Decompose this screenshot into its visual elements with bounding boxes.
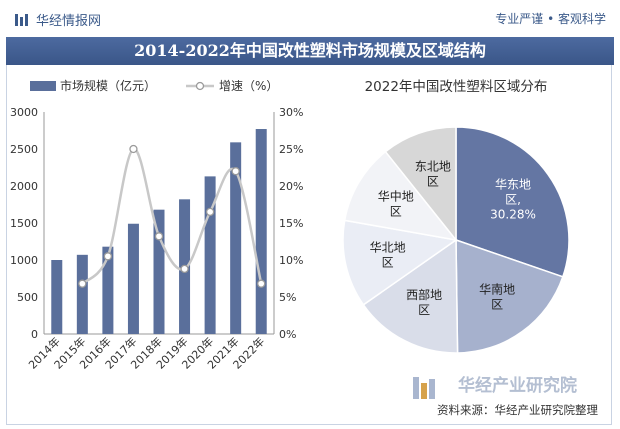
bar	[204, 176, 216, 334]
pie-slice-label: 30.28%	[490, 207, 536, 221]
chart-frame	[6, 65, 612, 425]
brand-name: 华经情报网	[36, 14, 102, 29]
pie-slice-label: 西部地	[406, 287, 442, 302]
y2-tick-label: 0%	[279, 328, 296, 341]
pie-slice	[455, 238, 564, 354]
bar	[76, 254, 88, 334]
y-tick-label: 2500	[10, 143, 38, 156]
y2-tick-label: 30%	[279, 106, 303, 119]
bar	[51, 260, 63, 334]
pie-slice-label: 华南地	[479, 281, 515, 296]
growth-point	[129, 144, 138, 154]
y-tick-label: 3000	[10, 106, 38, 119]
top-bar: 华经情报网 专业严谨 • 客观科学	[0, 0, 620, 36]
pie-slice-label: 区,	[505, 192, 521, 206]
page-title: 2014-2022年中国改性塑料市场规模及区域结构	[134, 41, 486, 60]
pie-slice-label: 区	[418, 303, 430, 317]
growth-point	[103, 252, 113, 261]
growth-point	[78, 279, 87, 288]
pie-chart: 2022年中国改性塑料区域分布华东地区,30.28%华南地区西部地区华北地区华中…	[342, 79, 570, 354]
bar	[102, 246, 114, 334]
pie-slice-label: 华北地	[370, 241, 406, 255]
y2-tick-label: 25%	[279, 143, 303, 156]
pie-slice	[384, 126, 457, 243]
y-tick-label: 0	[31, 328, 38, 341]
y2-tick-label: 10%	[279, 254, 303, 267]
y-tick-label: 500	[17, 291, 38, 304]
brand-logo-icon	[15, 14, 28, 26]
legend-marker	[195, 81, 205, 91]
slogan: 专业严谨 • 客观科学	[495, 12, 606, 26]
bar	[127, 223, 139, 334]
pie-slice	[455, 126, 570, 278]
bar	[255, 129, 267, 334]
pie-slice-label: 区	[427, 174, 439, 188]
pie-slice	[342, 219, 458, 306]
pie-slice-label: 区	[390, 205, 402, 219]
pie-title: 2022年中国改性塑料区域分布	[365, 79, 548, 95]
pie-slice-label: 华东地	[495, 177, 531, 191]
y2-tick-label: 20%	[279, 180, 303, 193]
source-note: 资料来源：华经产业研究院整理	[437, 403, 598, 417]
institute-logo-icon	[413, 377, 435, 399]
bar	[153, 209, 165, 334]
y-tick-label: 1500	[10, 217, 38, 230]
y2-tick-label: 15%	[279, 217, 303, 230]
y-tick-label: 1000	[10, 254, 38, 267]
pie-slice-label: 区	[382, 256, 394, 270]
legend-swatch-bar	[30, 81, 56, 91]
y-tick-label: 2000	[10, 180, 38, 193]
y2-tick-label: 5%	[279, 291, 296, 304]
growth-point	[154, 232, 164, 241]
pie-slice-label: 东北地	[415, 159, 451, 173]
pie-slice-label: 华中地	[378, 189, 414, 204]
growth-point	[205, 207, 215, 217]
institute-name: 华经产业研究院	[458, 375, 577, 396]
bar	[230, 142, 242, 334]
pie-slice-label: 区	[491, 297, 503, 311]
footer: 华经产业研究院 资料来源：华经产业研究院整理	[413, 375, 598, 417]
legend-label: 增速（%）	[219, 79, 278, 93]
brand[interactable]: 华经情报网	[14, 10, 101, 29]
growth-point	[231, 167, 240, 176]
title-bar: 2014-2022年中国改性塑料市场规模及区域结构	[6, 37, 614, 65]
growth-point	[180, 264, 189, 274]
pie-slice	[343, 150, 458, 242]
legend-label: 市场规模（亿元）	[60, 78, 156, 93]
pie-slice	[362, 238, 459, 354]
growth-point	[257, 279, 266, 288]
combo-chart: 0 500 1000 1500 2000 2500 3000 0% 5% 10% 15% 20% 25%…	[10, 78, 303, 372]
